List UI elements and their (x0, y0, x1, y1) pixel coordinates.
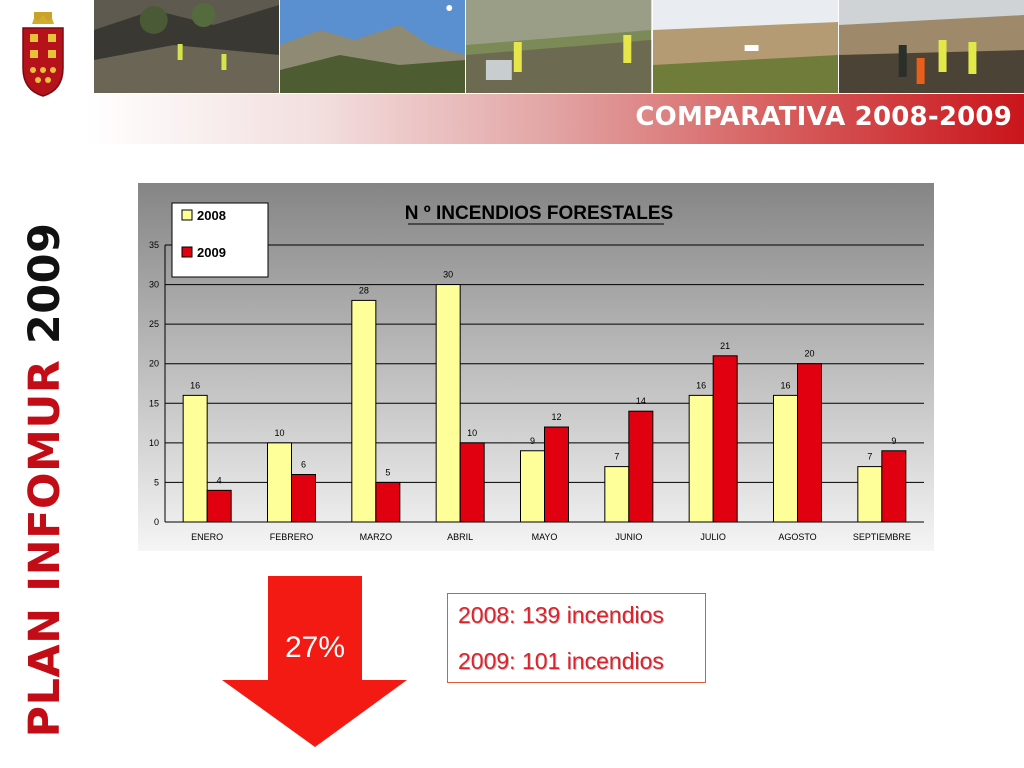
plan-name: PLAN INFOMUR (20, 359, 70, 738)
x-tick-label: SEPTIEMBRE (853, 532, 911, 542)
x-tick-label: AGOSTO (778, 532, 816, 542)
x-tick-label: MAYO (532, 532, 558, 542)
data-label: 4 (217, 475, 222, 485)
bar-2009-septiembre (881, 450, 907, 523)
y-tick-label: 0 (154, 517, 159, 527)
bar-2008-abril (435, 284, 461, 523)
bar-2008-agosto (773, 394, 798, 523)
y-tick-label: 30 (149, 280, 159, 290)
y-tick-label: 15 (149, 398, 159, 408)
data-label: 28 (359, 285, 369, 295)
bar-2009-marzo (375, 481, 401, 523)
y-tick-label: 5 (154, 477, 159, 487)
totals-box: 2008: 139 incendios 2009: 101 incendios (447, 593, 706, 683)
legend-label: 2009 (197, 245, 226, 260)
data-label: 5 (385, 467, 390, 477)
legend-swatch (181, 246, 193, 258)
bar-2009-agosto (797, 363, 822, 523)
legend-label: 2008 (197, 208, 226, 223)
data-label: 6 (301, 460, 306, 470)
data-label: 7 (614, 452, 619, 462)
data-label: 9 (891, 436, 896, 446)
x-tick-label: JULIO (700, 532, 726, 542)
data-label: 9 (530, 436, 535, 446)
bar-2008-junio (604, 466, 630, 523)
vertical-plan-title: PLAN INFOMUR 2009 (20, 222, 70, 737)
banner-title: COMPARATIVA 2008-2009 (635, 102, 1012, 132)
data-label: 20 (804, 349, 814, 359)
data-label: 21 (720, 341, 730, 351)
chart-title: N º INCENDIOS FORESTALES (405, 203, 673, 224)
x-tick-label: ABRIL (447, 532, 473, 542)
y-tick-label: 10 (149, 438, 159, 448)
bar-2008-mayo (520, 450, 545, 523)
wildfire-photo (466, 0, 653, 93)
data-label: 7 (867, 452, 872, 462)
data-label: 16 (780, 380, 790, 390)
bar-2009-febrero (291, 474, 316, 523)
x-tick-label: ENERO (191, 532, 223, 542)
reduction-arrow: 27% (220, 576, 410, 748)
total-2008: 2008: 139 incendios (458, 602, 664, 628)
x-tick-label: FEBRERO (270, 532, 314, 542)
data-label: 16 (190, 380, 200, 390)
reduction-percentage: 27% (284, 631, 346, 664)
chart-legend: 2008 2009 (171, 202, 269, 278)
data-label: 30 (443, 270, 453, 280)
wildfire-photo (280, 0, 467, 93)
regional-coat-of-arms (18, 10, 68, 98)
bar-2009-julio (712, 355, 738, 523)
wildfire-photo (94, 0, 281, 93)
bar-2008-marzo (351, 299, 377, 523)
fires-bar-chart: 16 4 10 6 28 5 30 10 9 12 7 14 16 21 16 20 7 9 0 5 10 15 20 25… (138, 183, 934, 551)
bar-2008-enero (182, 394, 208, 523)
bar-2009-abril (459, 442, 485, 523)
wildfire-photo (838, 0, 1024, 93)
bar-2009-enero (206, 489, 232, 523)
chart-svg: 16 4 10 6 28 5 30 10 9 12 7 14 16 21 16 20 7 9 0 5 10 15 20 25… (138, 183, 934, 551)
bar-2008-julio (688, 394, 714, 523)
y-tick-label: 20 (149, 359, 159, 369)
total-2009: 2009: 101 incendios (458, 648, 664, 674)
y-tick-label: 35 (149, 240, 159, 250)
bar-2008-septiembre (857, 466, 883, 523)
title-banner: COMPARATIVA 2008-2009 (86, 94, 1024, 144)
data-label: 16 (696, 380, 706, 390)
wildfire-photo (652, 0, 839, 93)
data-label: 14 (636, 396, 646, 406)
bar-2009-junio (628, 410, 654, 523)
bar-2008-febrero (267, 442, 292, 523)
x-tick-label: JUNIO (615, 532, 642, 542)
data-label: 10 (274, 428, 284, 438)
y-tick-label: 25 (149, 319, 159, 329)
plan-year: 2009 (20, 222, 70, 345)
data-label: 10 (467, 428, 477, 438)
down-arrow-icon (222, 576, 407, 747)
data-label: 12 (551, 412, 561, 422)
x-tick-label: MARZO (360, 532, 393, 542)
bar-2009-mayo (544, 426, 569, 523)
legend-swatch (181, 209, 193, 221)
header-photo-strip (94, 0, 1024, 93)
